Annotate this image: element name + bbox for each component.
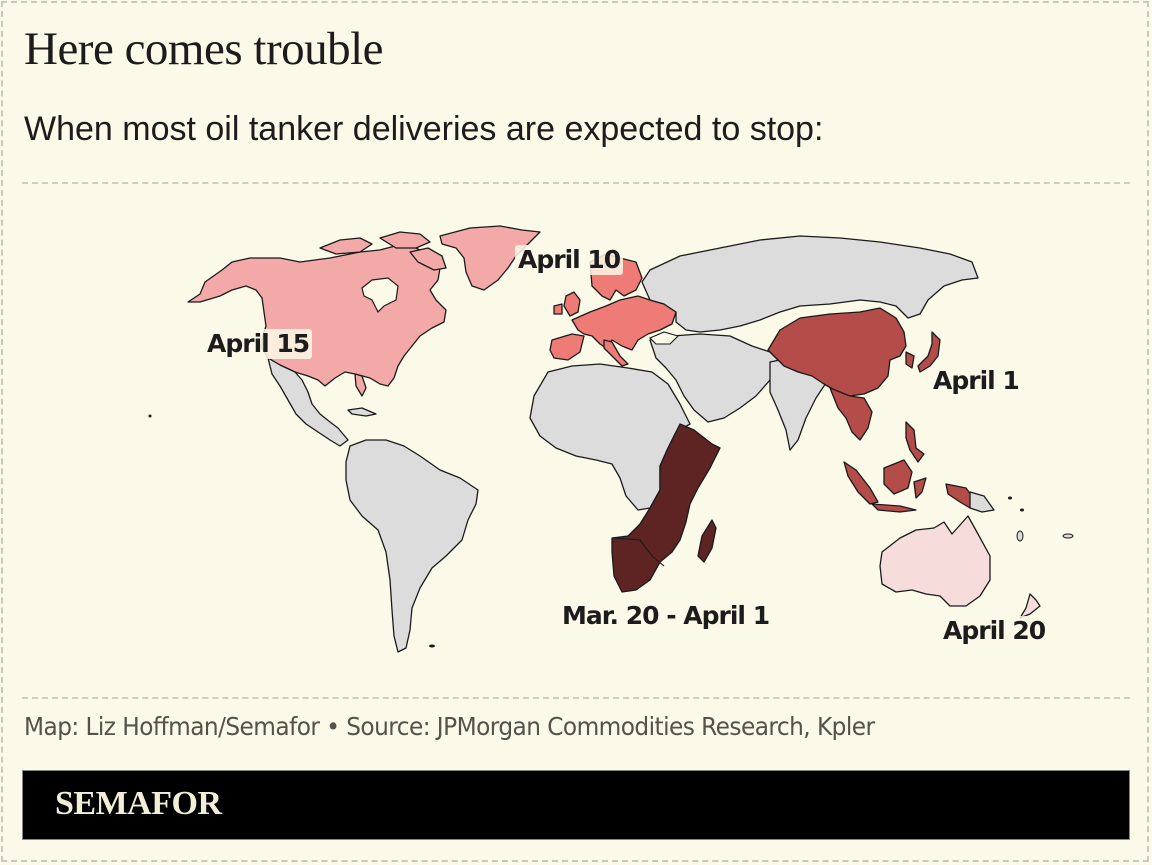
region-north-america xyxy=(187,225,541,397)
semafor-logo: SEMAFOR xyxy=(55,785,222,822)
brand-bar: SEMAFOR xyxy=(22,770,1130,840)
small-islands xyxy=(148,414,1074,648)
region-east-asia xyxy=(767,307,973,513)
label-oceania: April 20 xyxy=(940,616,1049,646)
chart-subtitle: When most oil tanker deliveries are expe… xyxy=(24,110,824,148)
region-papua-new-guinea xyxy=(969,491,995,513)
chart-title: Here comes trouble xyxy=(24,23,384,75)
bottom-divider xyxy=(22,697,1130,699)
region-russia-central-asia xyxy=(641,235,979,451)
region-latin-america xyxy=(267,357,479,653)
region-africa xyxy=(529,363,721,593)
label-europe: April 10 xyxy=(515,245,624,275)
top-divider xyxy=(22,182,1130,184)
region-europe xyxy=(549,253,677,367)
label-north-america: April 15 xyxy=(204,329,313,359)
source-credit: Map: Liz Hoffman/Semafor • Source: JPMor… xyxy=(24,712,875,741)
label-east-asia: April 1 xyxy=(930,366,1022,396)
label-africa: Mar. 20 - April 1 xyxy=(559,601,773,631)
world-map: April 15 April 10 April 1 Mar. 20 - Apri… xyxy=(0,190,1152,690)
region-oceania xyxy=(879,515,1041,619)
